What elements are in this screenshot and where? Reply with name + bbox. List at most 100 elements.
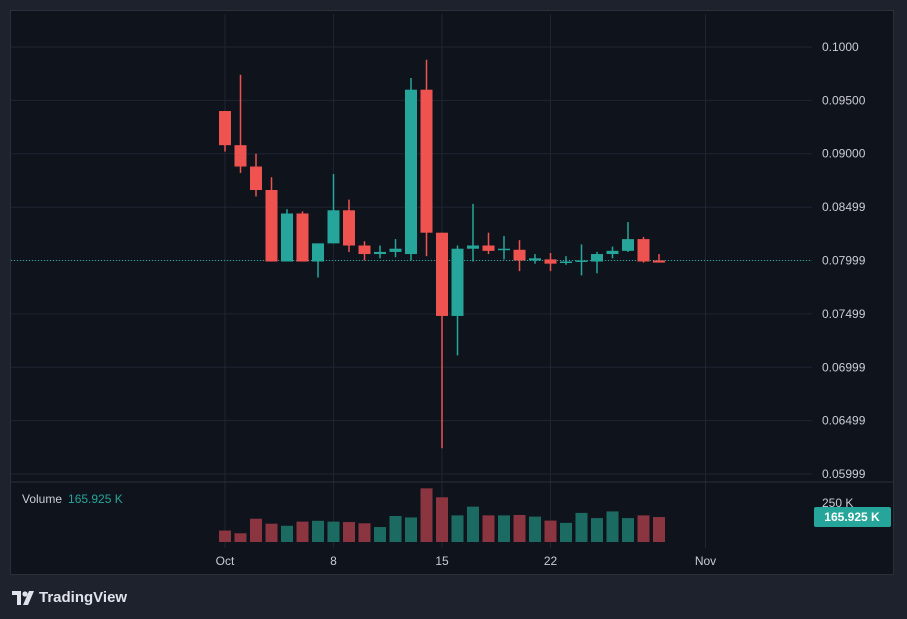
candle-body (544, 259, 557, 264)
candle (653, 254, 665, 263)
candle-body (250, 166, 262, 191)
candle-body (467, 245, 479, 249)
candle (420, 59, 433, 257)
candle-body (219, 111, 231, 146)
candle-body (498, 248, 510, 251)
volume-bar (653, 517, 665, 542)
candle (637, 236, 650, 263)
candle-body (312, 243, 324, 262)
price-tick-label: 0.06499 (822, 414, 866, 428)
volume-axis-tick: 250 K (822, 496, 853, 510)
volume-legend-label: Volume (22, 492, 63, 506)
candle (467, 203, 479, 262)
candle-body (358, 245, 371, 255)
candle-body (622, 239, 634, 251)
candle (591, 251, 603, 274)
volume-bar (513, 514, 526, 542)
volume-bar (343, 522, 355, 542)
candles (219, 59, 665, 449)
volume-bar (529, 516, 541, 542)
candle (312, 243, 324, 278)
volume-legend: Volume 165.925 K (22, 492, 123, 506)
volume-bar (358, 523, 371, 542)
candle-body (436, 232, 448, 316)
candle (513, 240, 526, 272)
price-tick-label: 0.1000 (822, 40, 859, 54)
volume-bar (560, 522, 572, 542)
price-axis: 0.1000 0.09500 0.09000 0.08499 0.07999 0.0749… (822, 40, 866, 481)
time-tick-label: 8 (330, 554, 337, 568)
time-tick-label: 22 (544, 554, 558, 568)
volume-bar (389, 516, 402, 542)
candle-body (327, 210, 340, 244)
candle-body (265, 190, 278, 262)
candle (281, 209, 293, 262)
candle (544, 252, 557, 272)
price-tick-label: 0.07499 (822, 307, 866, 321)
volume-bar (281, 525, 293, 542)
volume-bar (405, 517, 417, 542)
candle (451, 245, 464, 356)
candle-body (389, 248, 402, 252)
volume-bar (622, 518, 634, 542)
candle (234, 74, 247, 173)
time-tick-label: Oct (216, 554, 235, 568)
candle (606, 246, 619, 259)
candle-body (575, 260, 588, 262)
volume-bar (265, 523, 278, 542)
volume-price-tag: 165.925 K (814, 507, 891, 527)
candle-body (374, 251, 386, 255)
volume-bar (591, 518, 603, 542)
candle (529, 254, 541, 264)
volume-bar (374, 527, 386, 542)
volume-bar (327, 521, 340, 542)
candle-body (405, 89, 417, 255)
candle (358, 241, 371, 261)
candle-body (591, 254, 603, 262)
volume-bar (250, 518, 262, 542)
volume-bar (420, 488, 433, 542)
volume-tag-text: 165.925 K (824, 510, 880, 524)
time-axis: Oct 8 15 22 Nov (216, 554, 717, 568)
candle-body (637, 239, 650, 262)
candle (560, 256, 572, 265)
candle (575, 244, 588, 276)
volume-tag-bg (814, 507, 891, 527)
candle-body (529, 258, 541, 261)
tradingview-logo-icon (12, 590, 34, 605)
volume-legend-value: 165.925 K (68, 492, 123, 506)
candle (482, 232, 495, 255)
candle (296, 211, 309, 262)
candle-body (513, 249, 526, 261)
grid-lines (11, 14, 812, 548)
price-tick-label: 0.07999 (822, 254, 866, 268)
price-tick-label: 0.08499 (822, 200, 866, 214)
candle (498, 235, 510, 260)
candle (265, 177, 278, 262)
volume-bar (606, 511, 619, 542)
candle (622, 222, 634, 252)
candle (389, 239, 402, 258)
price-tick-label: 0.09000 (822, 147, 866, 161)
volume-bar (296, 521, 309, 542)
volume-bars (219, 488, 665, 542)
candle (343, 199, 355, 252)
volume-bar (467, 506, 479, 542)
volume-bar (436, 497, 448, 542)
candle-body (560, 261, 572, 264)
price-tick-label: 0.09500 (822, 93, 866, 107)
price-tick-label: 0.06999 (822, 360, 866, 374)
candle-body (606, 250, 619, 255)
candle-body (420, 89, 433, 233)
candle (436, 232, 448, 449)
candle (405, 77, 417, 261)
volume-bar (498, 515, 510, 542)
volume-bar (482, 515, 495, 542)
candle (250, 153, 262, 197)
candle-body (451, 248, 464, 316)
time-tick-label: 15 (435, 554, 449, 568)
tradingview-logo[interactable]: TradingView (12, 589, 127, 606)
volume-bar (451, 515, 464, 542)
candle-body (281, 213, 293, 262)
